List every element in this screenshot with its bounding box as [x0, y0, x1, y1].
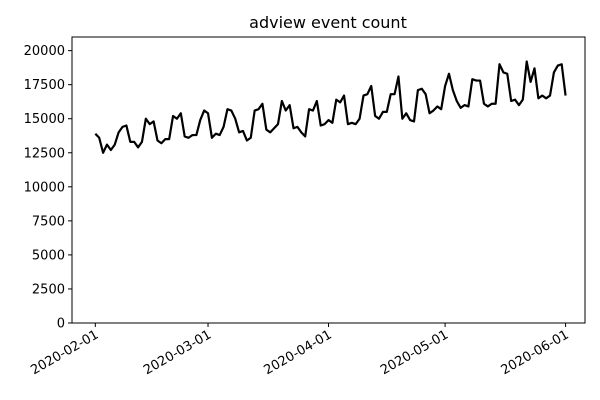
y-tick-label: 17500	[24, 78, 65, 93]
series-line	[94, 60, 567, 154]
y-tick-label: 20000	[24, 44, 65, 59]
x-tick-label: 2020-05-01	[378, 327, 451, 378]
chart-title: adview event count	[249, 13, 407, 32]
x-tick-label: 2020-02-01	[28, 327, 101, 378]
y-tick-label: 15000	[24, 112, 65, 127]
x-tick-label: 2020-06-01	[499, 327, 572, 378]
plot-frame	[71, 36, 586, 324]
y-tick-label: 10000	[24, 180, 65, 195]
x-axis: 2020-02-01 2020-03-01 2020-04-01 2020-05-01…	[28, 323, 572, 378]
x-tick-label: 2020-04-01	[262, 327, 335, 378]
y-tick-label: 7500	[32, 214, 65, 229]
y-tick-label: 12500	[24, 146, 65, 161]
y-axis: 0 2500 5000 7500 10000 12500 15000 17500 20000	[24, 44, 72, 332]
y-tick-label: 0	[57, 317, 65, 332]
y-tick-label: 2500	[32, 282, 65, 297]
y-tick-label: 5000	[32, 248, 65, 263]
x-tick-label: 2020-03-01	[141, 327, 214, 378]
